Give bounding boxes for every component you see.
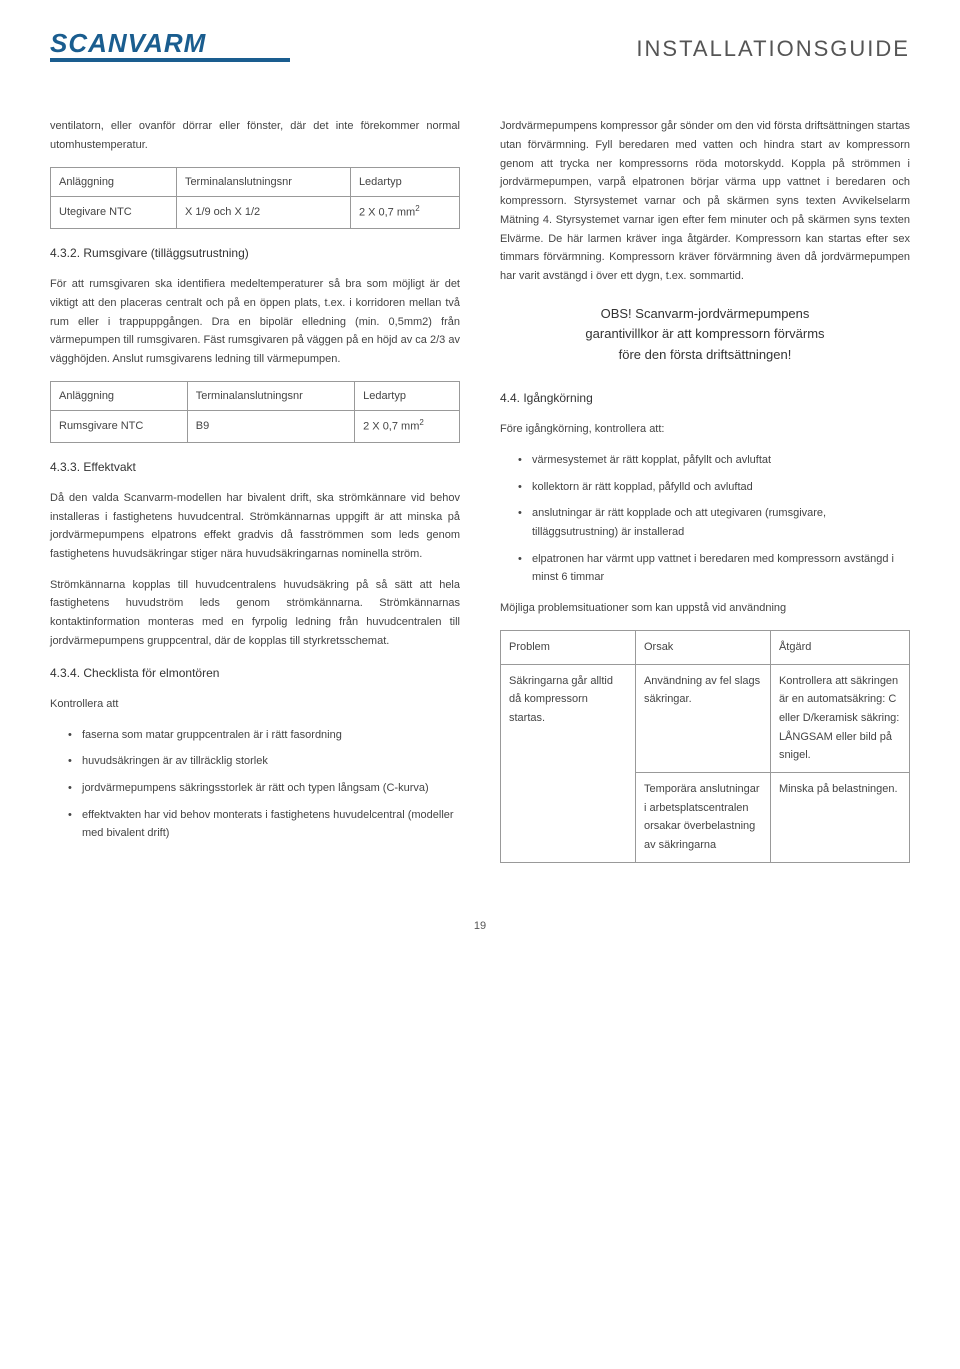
list-item: elpatronen har värmt upp vattnet i bered… [518,550,910,587]
list-item: värmesystemet är rätt kopplat, påfyllt o… [518,451,910,470]
page-number: 19 [50,917,910,936]
table-header: Problem [501,630,636,664]
document-title: INSTALLATIONSGUIDE [636,30,910,67]
table-header: Anläggning [51,167,177,197]
section-433-p2: Strömkännarna kopplas till huvudcentrale… [50,576,460,651]
section-432-title: 4.3.2. Rumsgivare (tilläggsutrustning) [50,243,460,263]
table-cell: Minska på belastningen. [770,772,909,862]
section-434-intro: Kontrollera att [50,695,460,714]
table-header: Ledartyp [350,167,459,197]
table-cell: Rumsgivare NTC [51,411,188,442]
logo-text: SCANVARM [50,30,206,56]
section-433-p1: Då den valda Scanvarm-modellen har bival… [50,489,460,564]
table-cell: Temporära anslutningar i arbetsplatscent… [635,772,770,862]
table-header: Ledartyp [355,381,460,411]
section-44-title: 4.4. Igångkörning [500,388,910,408]
table-cell: Utegivare NTC [51,197,177,228]
intro-paragraph: ventilatorn, eller ovanför dörrar eller … [50,117,460,154]
table-header: Åtgärd [770,630,909,664]
list-item: kollektorn är rätt kopplad, påfylld och … [518,478,910,497]
list-item: effektvakten har vid behov monterats i f… [68,806,460,843]
table-cell: Säkringarna går alltid då kompressorn st… [501,664,636,862]
table-header: Terminalanslutningsnr [187,381,354,411]
table-cell: Kontrollera att säkringen är en automats… [770,664,909,772]
checklist-434: faserna som matar gruppcentralen är i rä… [50,726,460,843]
table-header: Terminalanslutningsnr [176,167,350,197]
warning-body: Jordvärmepumpens kompressor går sönder o… [500,117,910,285]
table-cell: B9 [187,411,354,442]
section-44-intro: Före igångkörning, kontrollera att: [500,420,910,439]
table-header: Anläggning [51,381,188,411]
logo: SCANVARM [50,30,290,62]
table-header: Orsak [635,630,770,664]
table-cell: X 1/9 och X 1/2 [176,197,350,228]
table-cell: 2 X 0,7 mm2 [355,411,460,442]
list-item: jordvärmepumpens säkringsstorlek är rätt… [68,779,460,798]
table-utegivare: Anläggning Terminalanslutningsnr Ledarty… [50,167,460,229]
callout-line: OBS! Scanvarm-jordvärmepumpens [500,304,910,325]
logo-underline [50,58,290,62]
section-432-body: För att rumsgivaren ska identifiera mede… [50,275,460,368]
problems-title: Möjliga problemsituationer som kan uppst… [500,599,910,618]
list-item: huvudsäkringen är av tillräcklig storlek [68,752,460,771]
table-rumsgivare: Anläggning Terminalanslutningsnr Ledarty… [50,381,460,443]
page-header: SCANVARM INSTALLATIONSGUIDE [50,30,910,67]
left-column: ventilatorn, eller ovanför dörrar eller … [50,117,460,876]
list-item: faserna som matar gruppcentralen är i rä… [68,726,460,745]
right-column: Jordvärmepumpens kompressor går sönder o… [500,117,910,876]
list-item: anslutningar är rätt kopplade och att ut… [518,504,910,541]
section-434-title: 4.3.4. Checklista för elmontören [50,663,460,683]
checklist-44: värmesystemet är rätt kopplat, påfyllt o… [500,451,910,587]
obs-callout: OBS! Scanvarm-jordvärmepumpens garantivi… [500,304,910,366]
callout-line: före den första driftsättningen! [500,345,910,366]
callout-line: garantivillkor är att kompressorn förvär… [500,324,910,345]
table-cell: 2 X 0,7 mm2 [350,197,459,228]
section-433-title: 4.3.3. Effektvakt [50,457,460,477]
problem-table: Problem Orsak Åtgärd Säkringarna går all… [500,630,910,863]
table-cell: Användning av fel slags säkringar. [635,664,770,772]
